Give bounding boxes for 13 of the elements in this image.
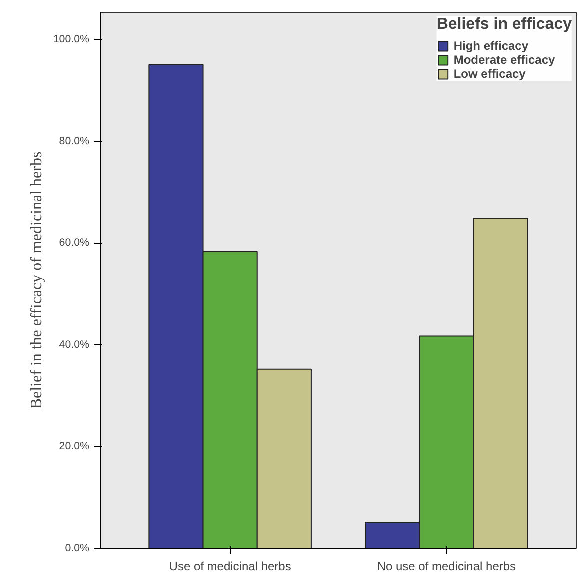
y-tick-label: 80.0%: [59, 135, 90, 148]
y-tick-label: 40.0%: [59, 338, 90, 351]
x-tick-label: No use of medicinal herbs: [377, 560, 516, 574]
y-axis-title: Belief in the efficacy of medicinal herbs: [28, 152, 46, 410]
y-tick-label: 20.0%: [59, 440, 90, 453]
legend-label: Low efficacy: [454, 67, 526, 81]
y-tick-label: 60.0%: [59, 237, 90, 250]
legend-title: Beliefs in efficacy: [436, 16, 572, 34]
y-tick-label: 100.0%: [53, 33, 90, 46]
legend-label: High efficacy: [454, 39, 529, 53]
legend-label: Moderate efficacy: [454, 53, 556, 67]
x-tick-label: Use of medicinal herbs: [169, 560, 292, 574]
y-tick-label: 0.0%: [65, 542, 90, 554]
